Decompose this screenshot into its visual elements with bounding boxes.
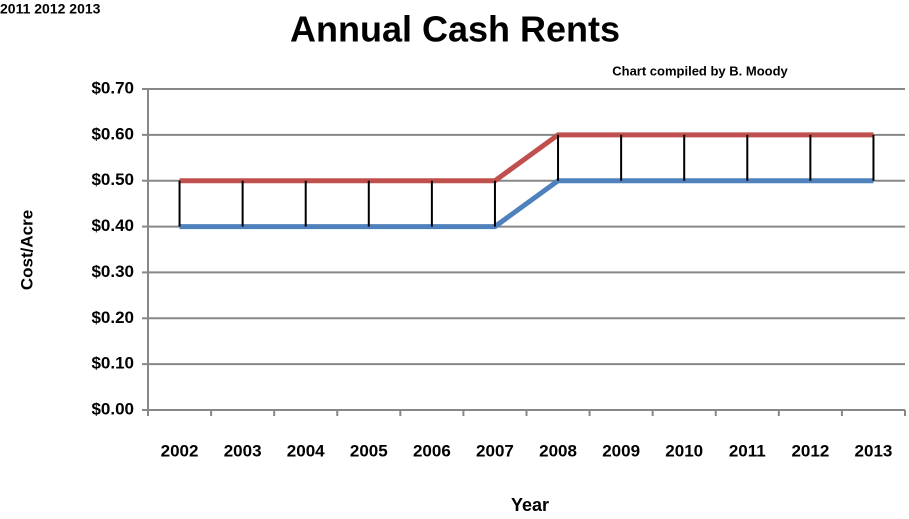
x-tick-label: 2013 [855, 441, 893, 460]
y-tick-label: $0.40 [91, 216, 134, 235]
x-tick-label: 2005 [350, 441, 388, 460]
x-tick-label: 2003 [224, 441, 262, 460]
series-line [179, 178, 874, 230]
x-axis-title: Year [511, 495, 549, 515]
annotation: 2011 2012 2013 [0, 1, 101, 17]
x-tick-label: 2002 [161, 441, 199, 460]
x-tick-label: 2007 [476, 441, 514, 460]
x-tick-label: 2012 [791, 441, 829, 460]
x-tick-label: 2011 [729, 441, 766, 460]
x-tick-label: 2008 [539, 441, 577, 460]
y-tick-label: $0.00 [91, 399, 134, 418]
y-axis-title: Cost/Acre [17, 210, 36, 290]
x-tick-label: 2006 [413, 441, 451, 460]
y-tick-label: $0.50 [91, 170, 134, 189]
y-tick-label: $0.70 [91, 78, 134, 97]
y-tick-label: $0.60 [91, 124, 134, 143]
x-tick-label: 2009 [602, 441, 640, 460]
y-tick-label: $0.10 [91, 354, 134, 373]
y-tick-label: $0.30 [91, 262, 134, 281]
x-tick-label: 2010 [665, 441, 703, 460]
chart-title: Annual Cash Rents [290, 9, 620, 50]
chart-subtitle: Chart compiled by B. Moody [612, 63, 788, 78]
y-tick-label: $0.20 [91, 308, 134, 327]
series-line [179, 132, 874, 184]
x-tick-label: 2004 [287, 441, 325, 460]
